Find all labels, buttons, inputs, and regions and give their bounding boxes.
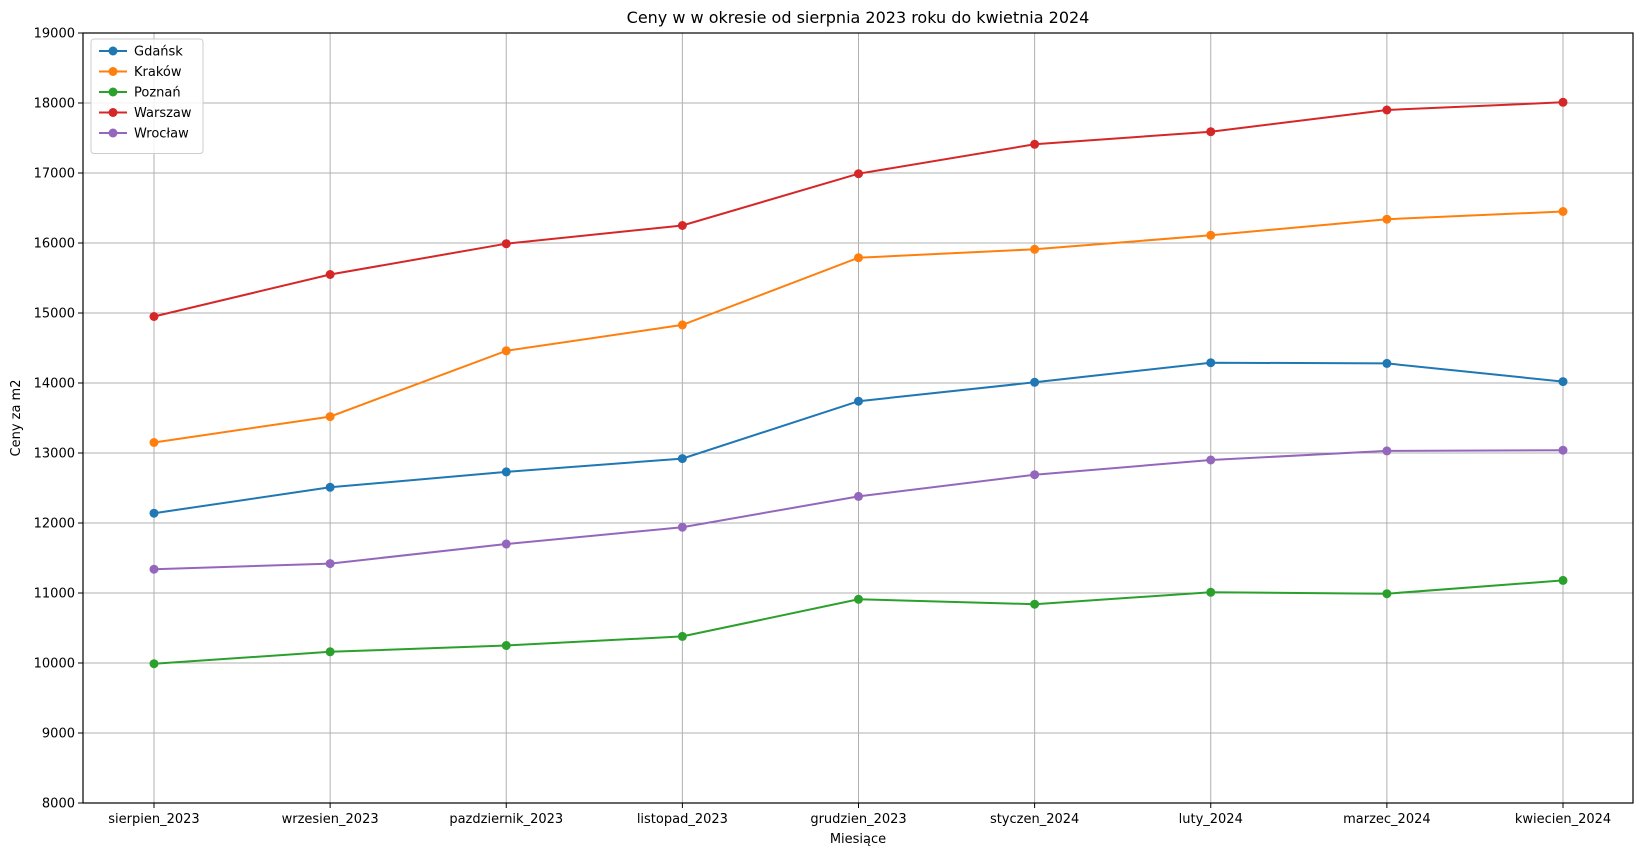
x-tick-label: marzec_2024 xyxy=(1343,812,1431,827)
series-4 xyxy=(149,445,1568,574)
legend-frame xyxy=(90,38,204,154)
legend-label: Warszaw xyxy=(134,106,192,121)
data-point xyxy=(1206,230,1216,240)
series-3 xyxy=(149,97,1568,321)
legend-label: Kraków xyxy=(134,65,182,80)
y-tick-label: 18000 xyxy=(34,97,75,112)
legend-item: Poznań xyxy=(99,86,181,101)
y-tick-label: 13000 xyxy=(34,447,75,462)
y-tick-label: 19000 xyxy=(34,27,75,42)
data-point xyxy=(1382,358,1392,368)
data-point xyxy=(1206,127,1216,137)
y-axis-label: Ceny za m2 xyxy=(9,380,24,457)
data-point xyxy=(677,522,687,532)
chart-title: Ceny w w okresie od sierpnia 2023 roku d… xyxy=(627,8,1090,27)
x-tick-label: wrzesien_2023 xyxy=(282,812,379,827)
y-tick-label: 12000 xyxy=(34,517,75,532)
x-tick-label: kwiecien_2024 xyxy=(1515,812,1611,827)
legend-label: Poznań xyxy=(134,86,181,101)
data-point xyxy=(1030,377,1040,387)
y-tick-label: 8000 xyxy=(42,797,75,812)
series-layer xyxy=(149,97,1568,669)
legend-swatch-marker xyxy=(108,128,118,138)
data-point xyxy=(325,559,335,569)
legend-swatch-marker xyxy=(108,46,118,56)
data-point xyxy=(1030,470,1040,480)
series-0 xyxy=(149,358,1568,518)
data-point xyxy=(854,253,863,263)
y-axis-ticks: 8000 9000 10000 11000 12000 13000 14000 15000 16… xyxy=(34,27,83,812)
data-point xyxy=(854,491,863,501)
data-point xyxy=(1382,589,1392,599)
data-point xyxy=(1206,358,1216,368)
legend-item: Kraków xyxy=(99,65,182,80)
series-1 xyxy=(149,207,1568,447)
data-point xyxy=(501,467,511,477)
legend-item: Gdańsk xyxy=(99,45,183,60)
data-point xyxy=(854,396,863,406)
x-tick-label: styczen_2024 xyxy=(990,812,1079,827)
x-tick-label: listopad_2023 xyxy=(637,812,728,827)
data-point xyxy=(325,270,335,279)
y-tick-label: 16000 xyxy=(34,237,75,252)
data-point xyxy=(1030,599,1040,609)
data-point xyxy=(677,631,687,641)
data-point xyxy=(1558,445,1568,455)
data-point xyxy=(1382,105,1392,115)
data-point xyxy=(501,539,511,549)
legend-item: Wrocław xyxy=(99,127,189,142)
data-point xyxy=(1206,587,1216,597)
legend-item: Warszaw xyxy=(99,106,192,121)
x-tick-label: grudzien_2023 xyxy=(810,812,906,827)
data-point xyxy=(325,412,335,422)
legend-swatch-marker xyxy=(108,67,118,76)
legend-swatch-marker xyxy=(108,108,118,117)
x-axis-ticks: sierpien_2023 wrzesien_2023 pazdziernik_20… xyxy=(108,803,1611,827)
y-tick-label: 10000 xyxy=(34,657,75,672)
x-tick-label: luty_2024 xyxy=(1179,812,1243,827)
legend: Gdańsk Kraków Poznań Warszaw Wrocław xyxy=(90,38,204,154)
data-point xyxy=(854,169,863,179)
data-point xyxy=(1558,207,1568,216)
data-point xyxy=(149,438,159,447)
x-tick-label: sierpien_2023 xyxy=(108,812,199,827)
y-tick-label: 11000 xyxy=(34,587,75,602)
data-point xyxy=(677,320,687,330)
data-point xyxy=(1206,455,1216,465)
series-2 xyxy=(149,575,1568,669)
data-point xyxy=(1030,139,1040,149)
data-point xyxy=(149,312,159,321)
data-point xyxy=(1382,446,1392,456)
data-point xyxy=(325,482,335,492)
data-point xyxy=(1558,575,1568,585)
data-point xyxy=(149,508,159,518)
data-point xyxy=(501,641,511,650)
y-tick-label: 17000 xyxy=(34,167,75,182)
data-point xyxy=(854,594,863,604)
data-point xyxy=(1030,244,1040,254)
x-axis-label: Miesiące xyxy=(830,832,886,847)
data-point xyxy=(1558,377,1568,387)
legend-label: Wrocław xyxy=(134,127,189,142)
data-point xyxy=(501,239,511,249)
data-point xyxy=(1558,97,1568,107)
y-tick-label: 9000 xyxy=(42,727,75,742)
data-point xyxy=(149,659,159,669)
y-tick-label: 14000 xyxy=(34,377,75,392)
data-point xyxy=(677,454,687,464)
data-point xyxy=(501,346,511,356)
legend-label: Gdańsk xyxy=(134,45,183,60)
x-tick-label: pazdziernik_2023 xyxy=(449,812,563,827)
data-point xyxy=(149,564,159,574)
y-tick-label: 15000 xyxy=(34,307,75,322)
legend-swatch-marker xyxy=(108,87,118,97)
data-point xyxy=(677,221,687,230)
data-point xyxy=(1382,214,1392,224)
data-point xyxy=(325,647,335,657)
